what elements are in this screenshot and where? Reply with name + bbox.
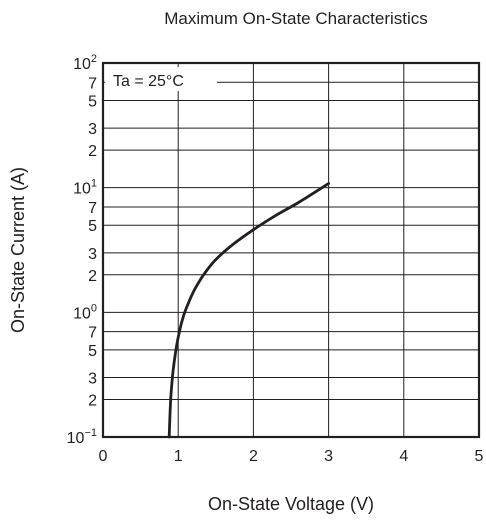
y-tick-label: 5	[88, 218, 97, 235]
x-axis-label: On-State Voltage (V)	[208, 494, 374, 514]
x-tick-label: 0	[99, 448, 108, 465]
y-tick-label: 7	[88, 325, 97, 342]
plot-frame	[101, 61, 481, 439]
y-tick-label: 5	[88, 343, 97, 360]
y-tick-label: 3	[88, 371, 97, 388]
y-tick-label: 7	[88, 75, 97, 92]
grid	[102, 62, 480, 438]
chart-title: Maximum On-State Characteristics	[164, 9, 428, 28]
y-tick-label: 3	[88, 121, 97, 138]
y-tick-label: 2	[88, 392, 97, 409]
y-tick-label: 100	[73, 302, 97, 322]
y-tick-label: 2	[88, 268, 97, 285]
x-tick-label: 1	[174, 448, 183, 465]
y-tick-label: 7	[88, 200, 97, 217]
annotation-label: Ta = 25°C	[113, 73, 184, 90]
y-tick-label: 2	[88, 143, 97, 160]
x-tick-label: 2	[249, 448, 258, 465]
y-tick-label: 101	[73, 178, 97, 198]
x-tick-label: 3	[324, 448, 333, 465]
x-tick-label: 5	[475, 448, 484, 465]
x-tick-labels: 0 1 2 3 4 5	[99, 448, 484, 465]
annotation-box: Ta = 25°C	[105, 67, 217, 91]
y-tick-label: 3	[88, 246, 97, 263]
y-tick-label: 102	[73, 53, 97, 73]
y-tick-label: 10−1	[67, 427, 97, 447]
series-line	[167, 182, 330, 439]
x-tick-label: 4	[399, 448, 408, 465]
y-tick-label: 5	[88, 94, 97, 111]
y-axis-label: On-State Current (A)	[8, 167, 28, 333]
